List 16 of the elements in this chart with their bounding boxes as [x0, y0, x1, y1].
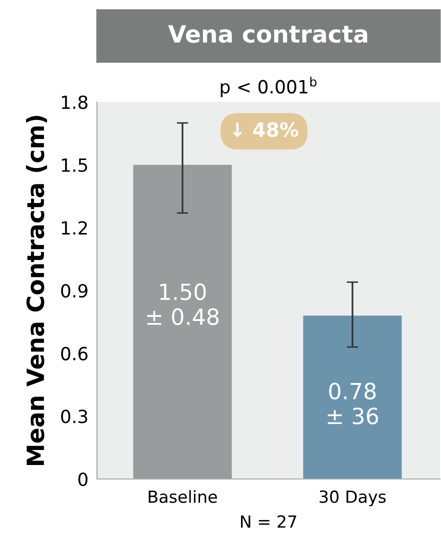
x-tick-label: Baseline	[148, 490, 217, 504]
text: N = 27	[241, 515, 296, 528]
y-tick-label: 1.5	[62, 158, 88, 172]
x-tick-label: 30 Days	[320, 490, 386, 506]
y-tick-label: 0.9	[61, 284, 88, 298]
y-tick-label: 0.6	[61, 346, 88, 360]
data-label: 0.78 ± 36	[328, 382, 378, 424]
y-tick-label: 1.2	[62, 221, 87, 235]
y-axis-title: Mean Vena Contracta (cm)	[26, 116, 48, 465]
chart-title: Vena contracta	[168, 25, 368, 43]
text: p < 0.001$^{b}$	[220, 76, 316, 98]
y-tick-label: 0	[78, 472, 88, 486]
annotation: ↓ 48%	[233, 122, 298, 137]
y-tick-label: 0.3	[61, 410, 88, 424]
y-tick-label: 1.8	[62, 95, 88, 110]
data-label: 1.50 ± 0.48	[147, 283, 219, 326]
